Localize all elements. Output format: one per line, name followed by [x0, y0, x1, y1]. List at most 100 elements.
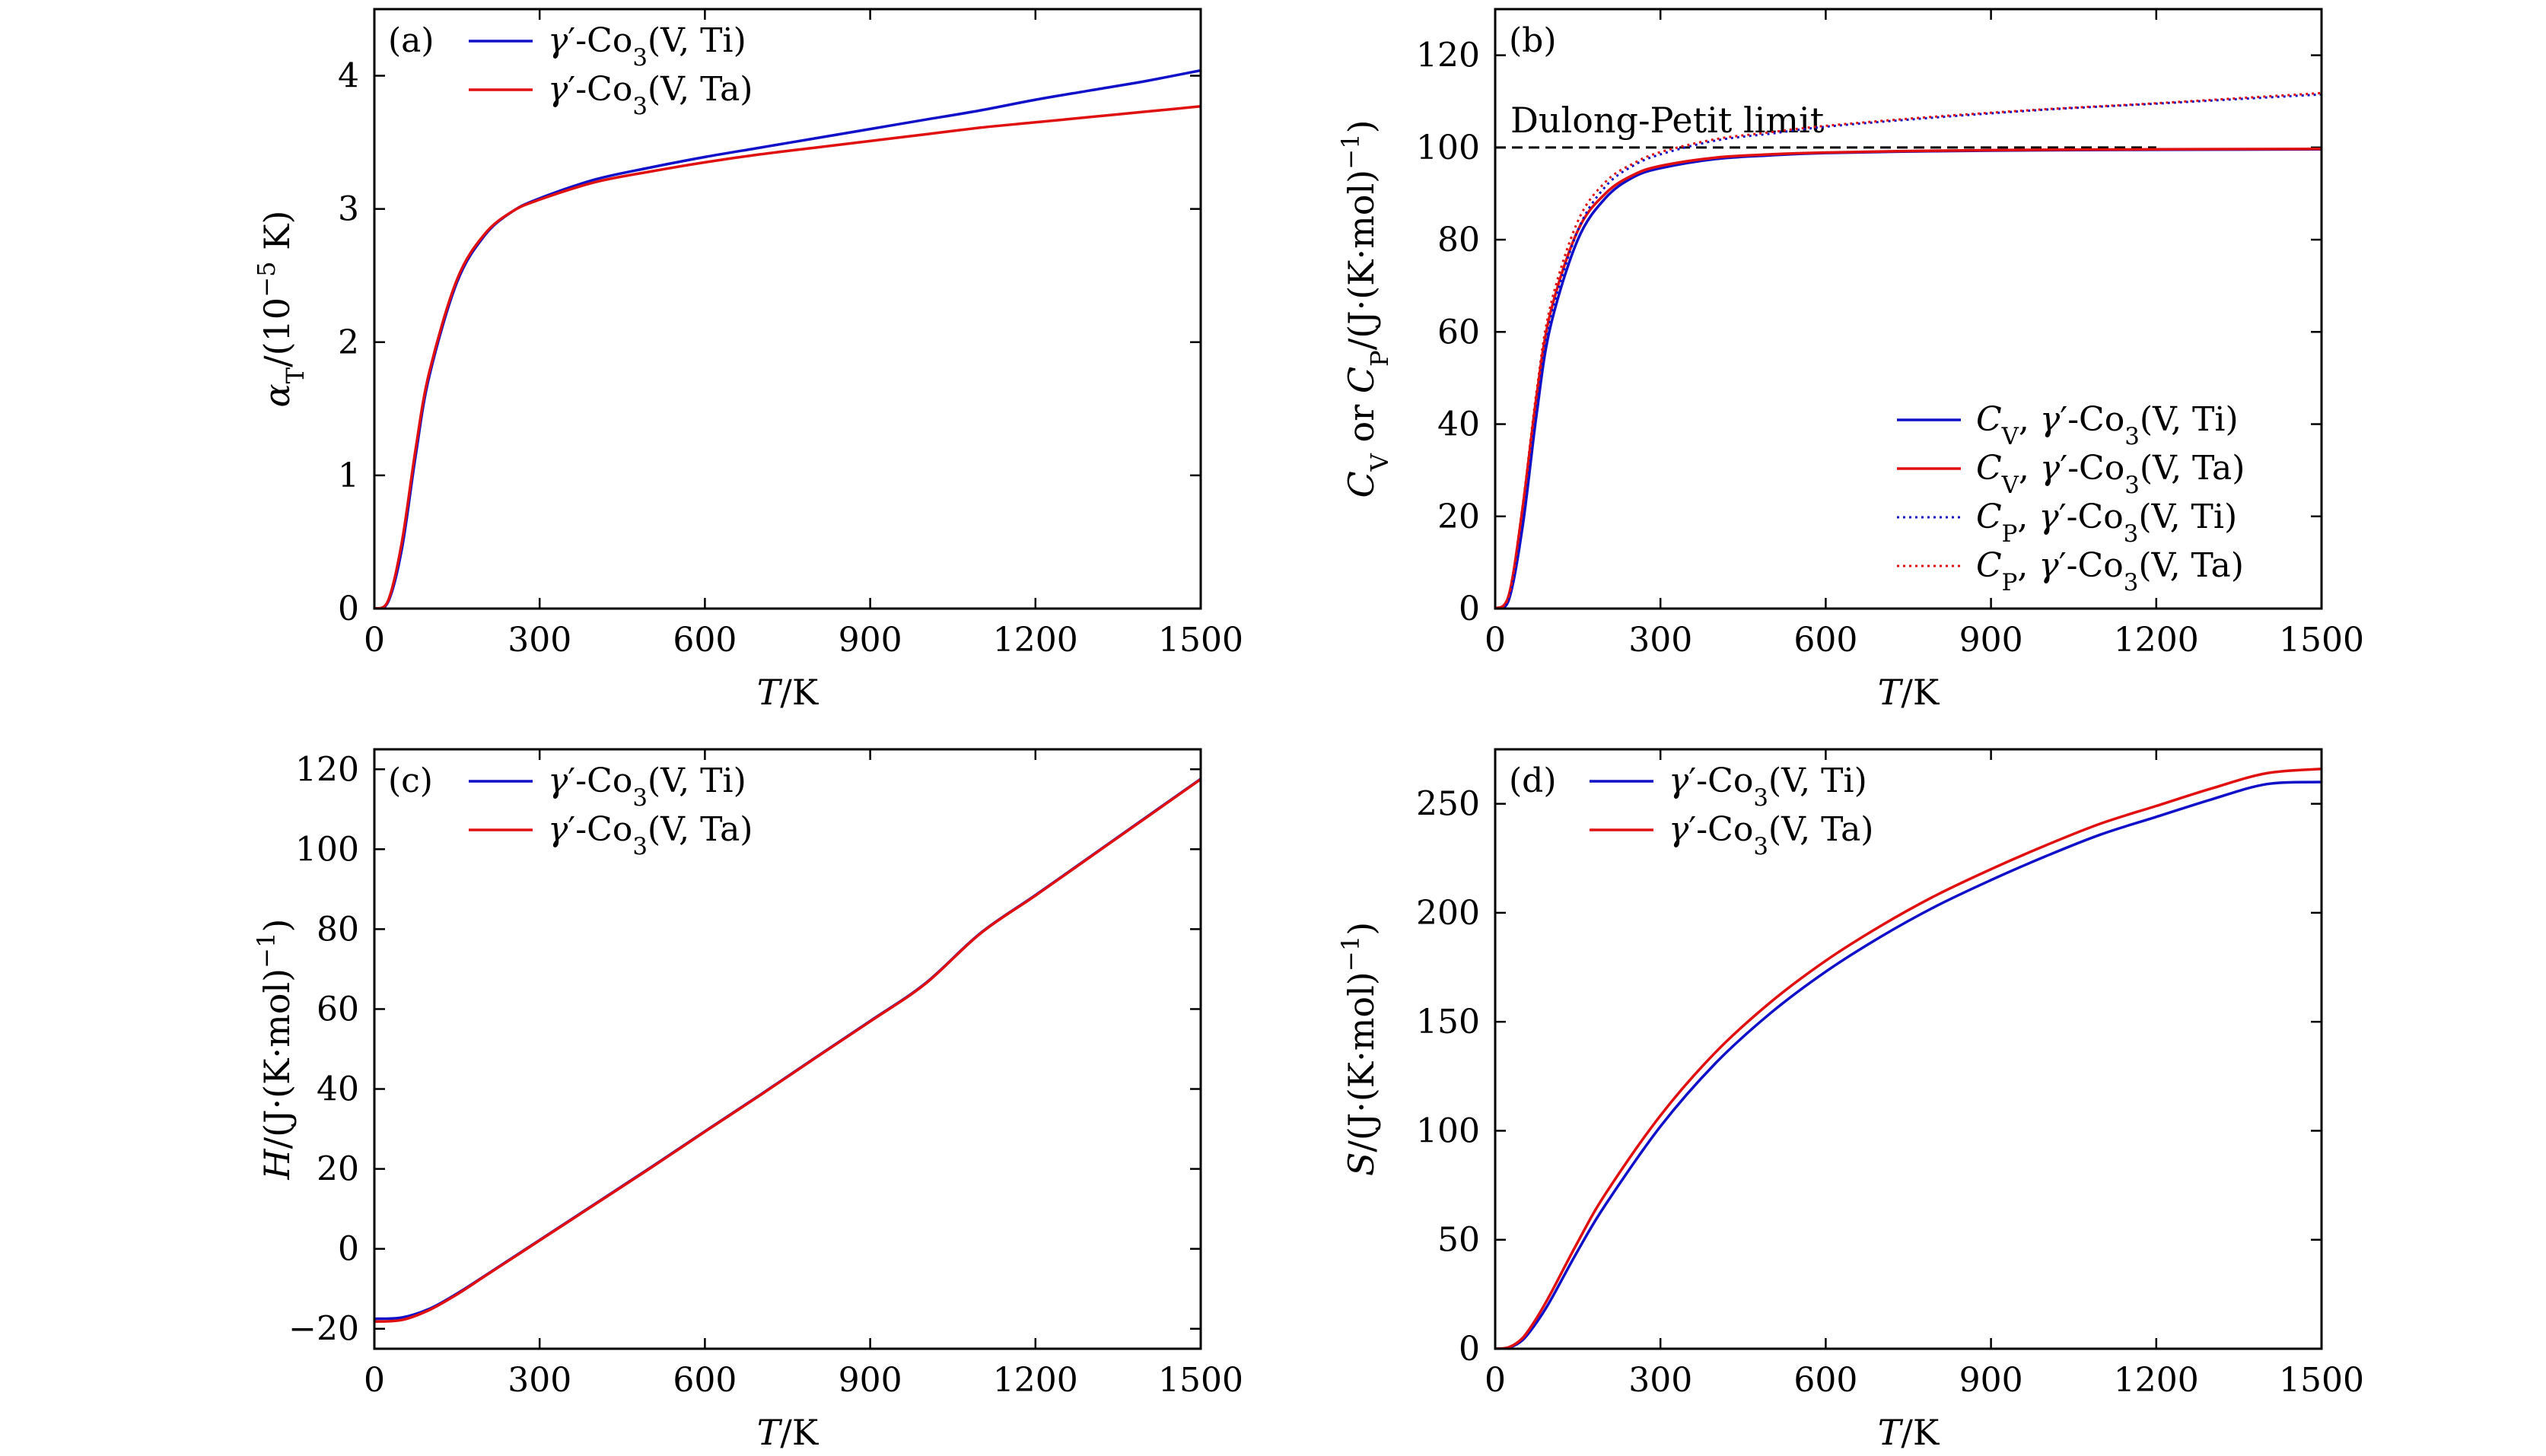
- x-tick-label: 0: [364, 621, 385, 660]
- legend-label: CV, γ′-Co3(V, Ti): [1976, 400, 2239, 450]
- y-tick-label: 4: [338, 57, 359, 96]
- series-line-1: [1495, 768, 2322, 1349]
- y-tick-label: 60: [317, 990, 359, 1028]
- x-axis-label: T/K: [757, 1412, 819, 1452]
- y-tick-label: 0: [1459, 590, 1480, 628]
- y-tick-label: 120: [1416, 37, 1480, 75]
- panel-a: 0 300 600 900 1200 1500 0 1 2 3 4 T/K αT/(10−5 K) (a)…: [252, 8, 1243, 713]
- legend-label: γ′-Co3(V, Ta): [548, 70, 753, 120]
- x-tick-label: 1200: [993, 1361, 1078, 1400]
- series-group: [374, 68, 1201, 609]
- legend: γ′-Co3(V, Ti)γ′-Co3(V, Ta): [469, 21, 753, 120]
- plot-frame: [1494, 8, 2323, 610]
- series-line-0: [1495, 780, 2322, 1349]
- y-tick-label: 0: [338, 590, 359, 628]
- legend-label: γ′-Co3(V, Ta): [1669, 810, 1873, 860]
- legend-label: CV, γ′-Co3(V, Ta): [1976, 449, 2245, 499]
- series-line-0: [374, 777, 1201, 1321]
- y-axis-label: H/(J·(K·mol)−1): [252, 919, 298, 1181]
- panel-label: (a): [388, 21, 434, 60]
- panel-c: 0 300 600 900 1200 1500−20020406080100120T/KH…: [252, 748, 1243, 1453]
- plot-frame: [373, 748, 1202, 1350]
- y-tick-label: 100: [295, 830, 359, 869]
- x-tick-label: 1200: [993, 621, 1078, 660]
- x-tick-label: 1200: [2114, 621, 2199, 660]
- x-tick-label: 600: [673, 1361, 737, 1400]
- series-line-2: [1495, 93, 2322, 609]
- y-tick-label: 20: [317, 1150, 359, 1189]
- panel-label: (d): [1509, 761, 1557, 800]
- y-tick-label: 100: [1416, 129, 1480, 167]
- y-tick-label: 250: [1416, 785, 1480, 824]
- y-tick-label: 80: [1437, 221, 1480, 259]
- legend-label: γ′-Co3(V, Ti): [548, 21, 746, 72]
- x-tick-label: 1200: [2114, 1361, 2199, 1400]
- x-tick-label: 0: [364, 1361, 385, 1400]
- x-axis-label: T/K: [757, 672, 819, 713]
- legend-label: γ′-Co3(V, Ti): [548, 761, 746, 812]
- y-tick-label: 200: [1416, 894, 1480, 933]
- y-tick-label: 2: [338, 323, 359, 362]
- y-tick-label: 40: [1437, 405, 1480, 444]
- x-tick-label: 0: [1485, 621, 1506, 660]
- x-tick-label: 1500: [2279, 621, 2364, 660]
- x-tick-label: 0: [1485, 1361, 1506, 1400]
- series-group: [374, 777, 1201, 1324]
- y-tick-label: 3: [338, 190, 359, 229]
- x-tick-label: 1500: [2279, 1361, 2364, 1400]
- y-tick-label: 150: [1416, 1003, 1480, 1041]
- y-axis-label: αT/(10−5 K): [252, 211, 310, 408]
- x-tick-label: 600: [673, 621, 737, 660]
- y-tick-label: 50: [1437, 1221, 1480, 1260]
- x-tick-label: 600: [1793, 621, 1857, 660]
- legend: γ′-Co3(V, Ti)γ′-Co3(V, Ta): [1590, 761, 1873, 860]
- y-tick-label: 1: [338, 456, 359, 495]
- panel-b: 0 300 600 900 1200 1500 0 20 40 60 80 100 120 T/K CV o…: [1336, 8, 2364, 713]
- y-axis-label: CV or CP/(J·(K·mol)−1): [1336, 119, 1394, 498]
- panel-label: (b): [1509, 21, 1557, 60]
- legend: γ′-Co3(V, Ti)γ′-Co3(V, Ta): [469, 761, 753, 860]
- series-line-1: [1495, 147, 2322, 609]
- x-axis-label: T/K: [1878, 672, 1940, 713]
- legend: CV, γ′-Co3(V, Ti)CV, γ′-Co3(V, Ta)CP, γ′…: [1897, 400, 2245, 596]
- y-tick-label: 40: [317, 1070, 359, 1109]
- y-tick-label: 120: [295, 750, 359, 789]
- series-group: [1495, 91, 2322, 609]
- x-tick-label: 900: [1959, 621, 2023, 660]
- series-line-1: [374, 777, 1201, 1324]
- x-tick-label: 900: [839, 1361, 902, 1400]
- y-tick-label: 100: [1416, 1111, 1480, 1150]
- dulong-petit-annotation: Dulong-Petit limit: [1510, 100, 1825, 141]
- x-tick-label: 900: [1959, 1361, 2023, 1400]
- series-line-1: [374, 105, 1201, 609]
- x-tick-label: 1500: [1158, 1361, 1243, 1400]
- y-axis-label: S/(J·(K·mol)−1): [1336, 922, 1382, 1176]
- x-tick-label: 300: [1628, 1361, 1692, 1400]
- x-tick-label: 900: [839, 621, 902, 660]
- x-tick-label: 300: [1628, 621, 1692, 660]
- y-tick-label: 60: [1437, 313, 1480, 351]
- x-tick-label: 600: [1793, 1361, 1857, 1400]
- x-tick-label: 300: [508, 1361, 571, 1400]
- legend-label: γ′-Co3(V, Ta): [548, 810, 753, 860]
- y-tick-label: 0: [1459, 1330, 1480, 1369]
- panel-d: 0 300 600 900 1200 1500 0 50 100 150 200 250 T/K S/(J…: [1336, 748, 2364, 1453]
- series-line-0: [1495, 148, 2322, 609]
- x-tick-label: 300: [508, 621, 571, 660]
- legend-label: CP, γ′-Co3(V, Ti): [1976, 498, 2237, 548]
- series-group: [1495, 768, 2322, 1349]
- y-tick-label: −20: [288, 1310, 359, 1349]
- y-tick-label: 0: [338, 1230, 359, 1269]
- series-line-3: [1495, 91, 2322, 609]
- x-tick-label: 1500: [1158, 621, 1243, 660]
- y-tick-label: 80: [317, 910, 359, 949]
- y-tick-label: 20: [1437, 498, 1480, 536]
- legend-label: γ′-Co3(V, Ti): [1669, 761, 1867, 812]
- plot-frame: [373, 8, 1202, 610]
- x-axis-label: T/K: [1878, 1412, 1940, 1452]
- plot-frame: [1494, 748, 2323, 1350]
- legend-label: CP, γ′-Co3(V, Ta): [1976, 546, 2244, 596]
- panel-label: (c): [388, 761, 433, 800]
